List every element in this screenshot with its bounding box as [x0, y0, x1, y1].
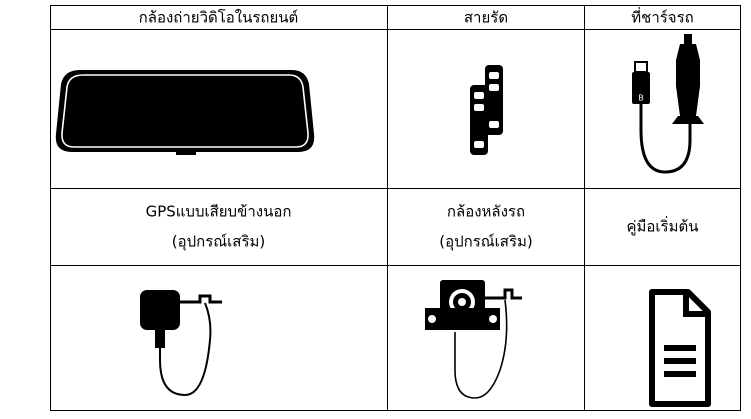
charger-icon: B: [632, 34, 704, 174]
table-grid: [50, 5, 741, 411]
rear-camera-icon: [425, 280, 522, 399]
header-cell: ที่ชาร์จรถ: [631, 7, 693, 27]
header-cell: สายรัด: [464, 9, 508, 27]
cell-text: กล้องหลังรถ: [447, 203, 525, 221]
dashcam-icon: [55, 70, 315, 155]
header-cell: กล้องถ่ายวิดิโอในรถยนต์: [139, 9, 299, 27]
cell-text: GPSแบบเสียบข้างนอก: [146, 203, 292, 221]
strap-icon: [470, 65, 503, 155]
cell-text: (อุปกรณ์เสริม): [172, 233, 266, 252]
svg-text:B: B: [638, 94, 644, 103]
cell-text: (อุปกรณ์เสริม): [439, 233, 533, 252]
gps-icon: [140, 290, 222, 397]
manual-icon: [649, 289, 711, 407]
cell-text: คู่มือเริ่มต้น: [627, 216, 699, 236]
